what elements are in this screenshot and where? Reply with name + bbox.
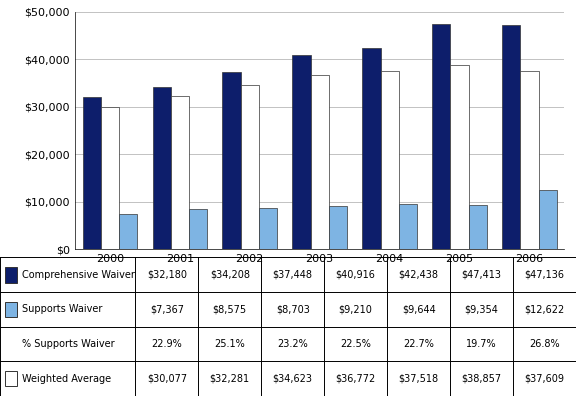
Text: $37,609: $37,609 bbox=[525, 374, 564, 384]
Bar bbox=[119, 215, 137, 249]
Text: $7,367: $7,367 bbox=[150, 305, 184, 314]
FancyBboxPatch shape bbox=[5, 371, 17, 386]
Text: Comprehensive Waiver: Comprehensive Waiver bbox=[22, 270, 135, 280]
Text: % Supports Waiver: % Supports Waiver bbox=[22, 339, 115, 349]
Bar bbox=[520, 71, 539, 249]
Bar bbox=[170, 96, 189, 249]
Text: $47,413: $47,413 bbox=[461, 270, 502, 280]
Text: $34,208: $34,208 bbox=[210, 270, 250, 280]
Text: $32,281: $32,281 bbox=[210, 374, 250, 384]
Text: $36,772: $36,772 bbox=[336, 374, 376, 384]
Bar bbox=[153, 87, 170, 249]
Text: $9,354: $9,354 bbox=[465, 305, 498, 314]
Text: Supports Waiver: Supports Waiver bbox=[22, 305, 103, 314]
Text: 22.7%: 22.7% bbox=[403, 339, 434, 349]
Text: $8,575: $8,575 bbox=[213, 305, 247, 314]
FancyBboxPatch shape bbox=[5, 302, 17, 317]
Bar bbox=[362, 48, 381, 249]
Text: $38,857: $38,857 bbox=[461, 374, 502, 384]
Text: $34,623: $34,623 bbox=[272, 374, 313, 384]
Bar bbox=[82, 97, 101, 249]
Bar bbox=[310, 75, 329, 249]
Text: $9,644: $9,644 bbox=[401, 305, 435, 314]
Text: 22.9%: 22.9% bbox=[151, 339, 182, 349]
Text: $37,518: $37,518 bbox=[399, 374, 439, 384]
Bar bbox=[241, 85, 259, 249]
FancyBboxPatch shape bbox=[5, 267, 17, 282]
Bar bbox=[329, 206, 347, 249]
Text: $8,703: $8,703 bbox=[276, 305, 310, 314]
Bar bbox=[293, 55, 310, 249]
Text: 19.7%: 19.7% bbox=[466, 339, 497, 349]
Bar bbox=[399, 204, 417, 249]
Text: $30,077: $30,077 bbox=[147, 374, 187, 384]
Text: $32,180: $32,180 bbox=[147, 270, 187, 280]
Text: $47,136: $47,136 bbox=[525, 270, 564, 280]
Bar bbox=[432, 24, 450, 249]
Text: $12,622: $12,622 bbox=[524, 305, 564, 314]
Bar bbox=[259, 208, 277, 249]
Text: $42,438: $42,438 bbox=[399, 270, 439, 280]
Text: $37,448: $37,448 bbox=[272, 270, 313, 280]
Text: 23.2%: 23.2% bbox=[278, 339, 308, 349]
Text: 26.8%: 26.8% bbox=[529, 339, 560, 349]
Bar bbox=[189, 209, 207, 249]
Text: $40,916: $40,916 bbox=[336, 270, 376, 280]
Text: 22.5%: 22.5% bbox=[340, 339, 371, 349]
Bar bbox=[450, 65, 469, 249]
Text: Weighted Average: Weighted Average bbox=[22, 374, 111, 384]
Bar bbox=[381, 71, 399, 249]
Bar bbox=[101, 107, 119, 249]
Text: 25.1%: 25.1% bbox=[214, 339, 245, 349]
Text: $9,210: $9,210 bbox=[339, 305, 373, 314]
Bar bbox=[469, 205, 487, 249]
Bar bbox=[222, 72, 241, 249]
Bar bbox=[502, 25, 520, 249]
Bar bbox=[539, 190, 557, 249]
